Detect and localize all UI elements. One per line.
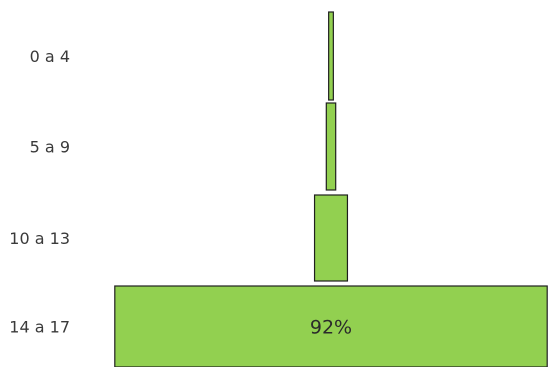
- data-labels: 92%: [310, 317, 352, 339]
- category-label: 5 a 9: [30, 138, 70, 157]
- data-label: 92%: [310, 317, 352, 339]
- bars: [114, 11, 548, 367]
- bar: [328, 11, 334, 101]
- category-label: 0 a 4: [30, 47, 70, 66]
- bar: [325, 102, 337, 191]
- category-label: 14 a 17: [9, 318, 70, 337]
- category-labels: 0 a 4 5 a 9 10 a 13 14 a 17: [9, 47, 70, 337]
- bar: [114, 285, 548, 367]
- bar: [313, 194, 349, 282]
- category-label: 10 a 13: [9, 229, 70, 248]
